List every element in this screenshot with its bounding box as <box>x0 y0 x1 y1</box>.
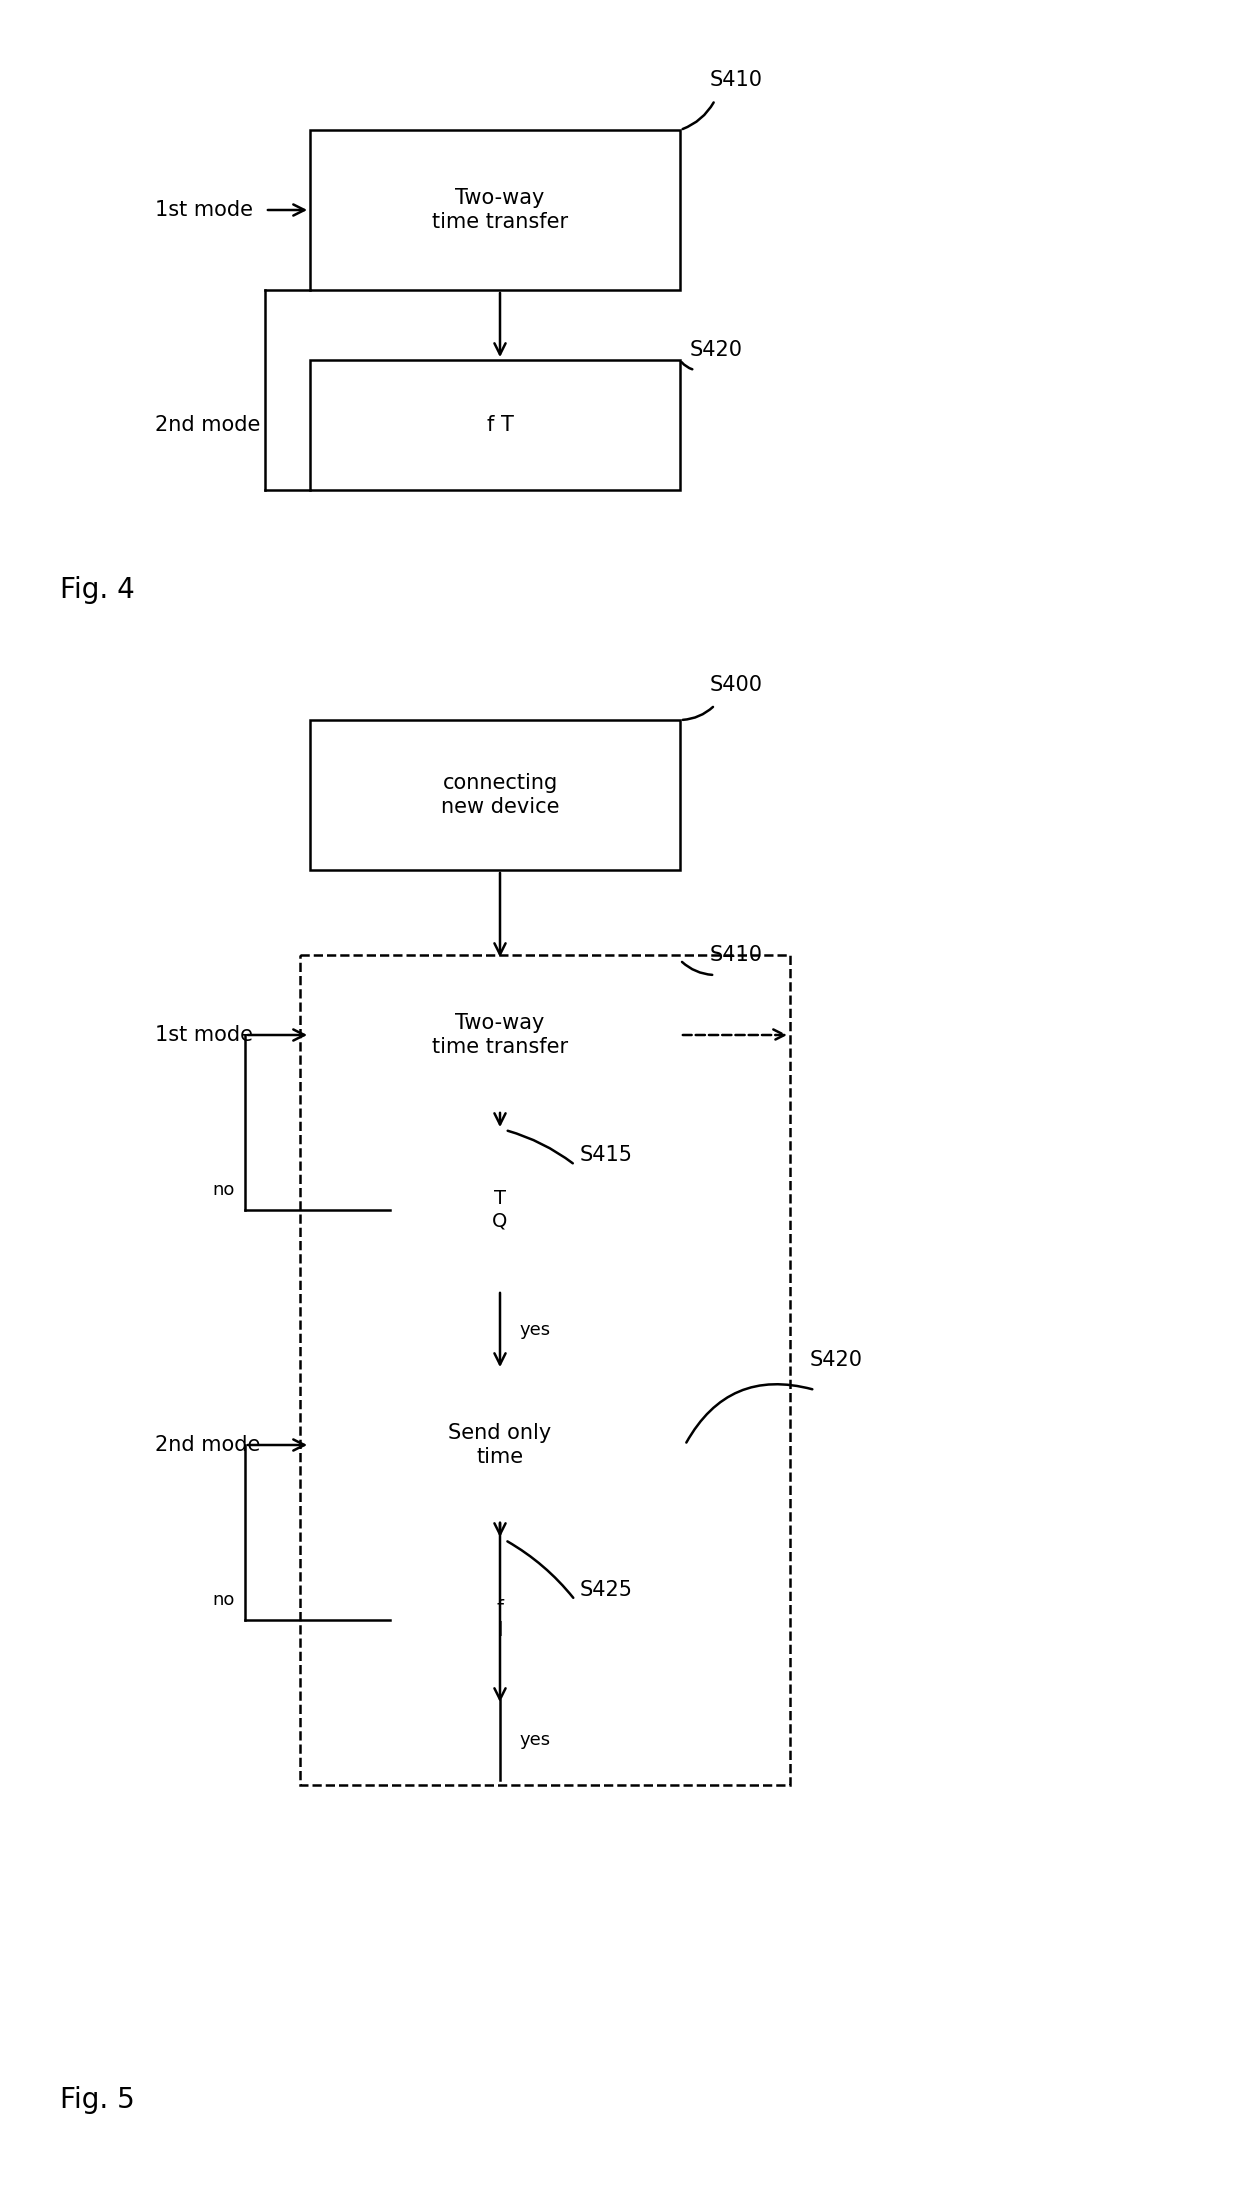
Text: Two-way
time transfer: Two-way time transfer <box>432 188 568 232</box>
Text: 1st mode: 1st mode <box>155 1026 253 1046</box>
Text: f
l: f l <box>496 1599 503 1641</box>
Text: S420: S420 <box>689 340 743 360</box>
Text: connecting
new device: connecting new device <box>440 774 559 816</box>
Text: 1st mode: 1st mode <box>155 201 253 221</box>
Bar <box>310 360 680 490</box>
Text: 2nd mode: 2nd mode <box>155 1434 260 1456</box>
Text: no: no <box>212 1591 236 1608</box>
Text: yes: yes <box>520 1321 551 1339</box>
Polygon shape <box>391 1540 610 1701</box>
Text: Send only
time: Send only time <box>449 1423 552 1467</box>
Bar <box>310 1370 680 1520</box>
Text: yes: yes <box>520 1732 551 1749</box>
Text: S415: S415 <box>580 1145 632 1165</box>
Text: no: no <box>212 1180 236 1200</box>
Bar <box>300 955 790 1785</box>
Text: Fig. 5: Fig. 5 <box>60 2087 135 2113</box>
Text: Fig. 4: Fig. 4 <box>60 576 135 604</box>
Text: S425: S425 <box>580 1579 632 1599</box>
Text: S420: S420 <box>810 1350 863 1370</box>
Bar <box>310 960 680 1110</box>
Text: T
Q: T Q <box>492 1189 507 1231</box>
Text: Two-way
time transfer: Two-way time transfer <box>432 1013 568 1057</box>
Text: 2nd mode: 2nd mode <box>155 415 260 435</box>
Text: S410: S410 <box>711 71 763 90</box>
Text: f T: f T <box>486 415 513 435</box>
Polygon shape <box>391 1129 610 1291</box>
Text: S400: S400 <box>711 675 763 695</box>
Bar <box>310 719 680 869</box>
Bar <box>310 130 680 289</box>
Text: S410: S410 <box>711 944 763 964</box>
